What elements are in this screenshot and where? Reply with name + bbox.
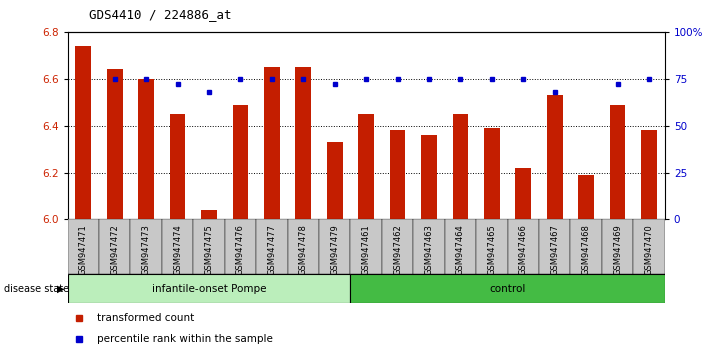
Bar bbox=[445, 32, 476, 219]
Bar bbox=[539, 32, 570, 219]
Bar bbox=[539, 219, 570, 274]
Bar bbox=[296, 67, 311, 219]
Bar bbox=[130, 32, 162, 219]
Text: ▶: ▶ bbox=[56, 284, 64, 294]
Bar bbox=[256, 32, 287, 219]
Text: GSM947463: GSM947463 bbox=[424, 224, 434, 275]
Bar bbox=[225, 32, 256, 219]
Text: GSM947479: GSM947479 bbox=[330, 224, 339, 275]
Bar bbox=[99, 32, 130, 219]
Text: GSM947464: GSM947464 bbox=[456, 224, 465, 275]
Bar bbox=[193, 32, 225, 219]
Bar bbox=[508, 219, 539, 274]
Bar bbox=[453, 114, 469, 219]
Bar bbox=[256, 219, 287, 274]
Text: percentile rank within the sample: percentile rank within the sample bbox=[97, 334, 273, 344]
Bar bbox=[351, 274, 665, 303]
Text: GSM947469: GSM947469 bbox=[613, 224, 622, 275]
Bar bbox=[570, 32, 602, 219]
Bar bbox=[358, 114, 374, 219]
Bar bbox=[476, 219, 508, 274]
Bar bbox=[413, 219, 445, 274]
Bar bbox=[634, 32, 665, 219]
Text: transformed count: transformed count bbox=[97, 313, 195, 322]
Bar bbox=[287, 219, 319, 274]
Text: GSM947475: GSM947475 bbox=[205, 224, 213, 275]
Bar bbox=[68, 32, 99, 219]
Text: GSM947471: GSM947471 bbox=[79, 224, 87, 275]
Text: control: control bbox=[489, 284, 526, 294]
Bar bbox=[413, 32, 445, 219]
Text: GSM947476: GSM947476 bbox=[236, 224, 245, 275]
Bar bbox=[610, 104, 626, 219]
Bar bbox=[162, 32, 193, 219]
Bar bbox=[232, 104, 248, 219]
Bar bbox=[170, 114, 186, 219]
Text: GDS4410 / 224886_at: GDS4410 / 224886_at bbox=[89, 8, 231, 21]
Bar bbox=[382, 219, 413, 274]
Bar bbox=[75, 46, 91, 219]
Bar bbox=[99, 219, 130, 274]
Text: GSM947466: GSM947466 bbox=[519, 224, 528, 275]
Bar bbox=[476, 32, 508, 219]
Bar bbox=[515, 168, 531, 219]
Bar bbox=[201, 210, 217, 219]
Bar bbox=[107, 69, 122, 219]
Bar bbox=[225, 219, 256, 274]
Text: GSM947477: GSM947477 bbox=[267, 224, 277, 275]
Text: disease state: disease state bbox=[4, 284, 69, 294]
Text: infantile-onset Pompe: infantile-onset Pompe bbox=[151, 284, 266, 294]
Bar bbox=[445, 219, 476, 274]
Text: GSM947462: GSM947462 bbox=[393, 224, 402, 275]
Text: GSM947461: GSM947461 bbox=[362, 224, 370, 275]
Bar bbox=[578, 175, 594, 219]
Bar bbox=[602, 219, 634, 274]
Bar bbox=[421, 135, 437, 219]
Bar bbox=[570, 219, 602, 274]
Bar bbox=[287, 32, 319, 219]
Bar bbox=[319, 32, 351, 219]
Bar bbox=[264, 67, 279, 219]
Bar bbox=[351, 219, 382, 274]
Text: GSM947467: GSM947467 bbox=[550, 224, 560, 275]
Bar bbox=[319, 219, 351, 274]
Bar bbox=[602, 32, 634, 219]
Text: GSM947478: GSM947478 bbox=[299, 224, 308, 275]
Bar bbox=[508, 32, 539, 219]
Bar bbox=[130, 219, 162, 274]
Text: GSM947470: GSM947470 bbox=[645, 224, 653, 275]
Text: GSM947465: GSM947465 bbox=[488, 224, 496, 275]
Bar bbox=[162, 219, 193, 274]
Bar bbox=[641, 130, 657, 219]
Bar bbox=[547, 95, 562, 219]
Text: GSM947473: GSM947473 bbox=[141, 224, 151, 275]
Bar bbox=[351, 32, 382, 219]
Text: GSM947474: GSM947474 bbox=[173, 224, 182, 275]
Text: GSM947468: GSM947468 bbox=[582, 224, 591, 275]
Bar bbox=[193, 219, 225, 274]
Bar bbox=[138, 79, 154, 219]
Bar bbox=[68, 219, 99, 274]
Bar bbox=[484, 128, 500, 219]
Bar bbox=[382, 32, 413, 219]
Bar bbox=[634, 219, 665, 274]
Text: GSM947472: GSM947472 bbox=[110, 224, 119, 275]
Bar bbox=[68, 274, 351, 303]
Bar bbox=[390, 130, 405, 219]
Bar bbox=[327, 142, 343, 219]
